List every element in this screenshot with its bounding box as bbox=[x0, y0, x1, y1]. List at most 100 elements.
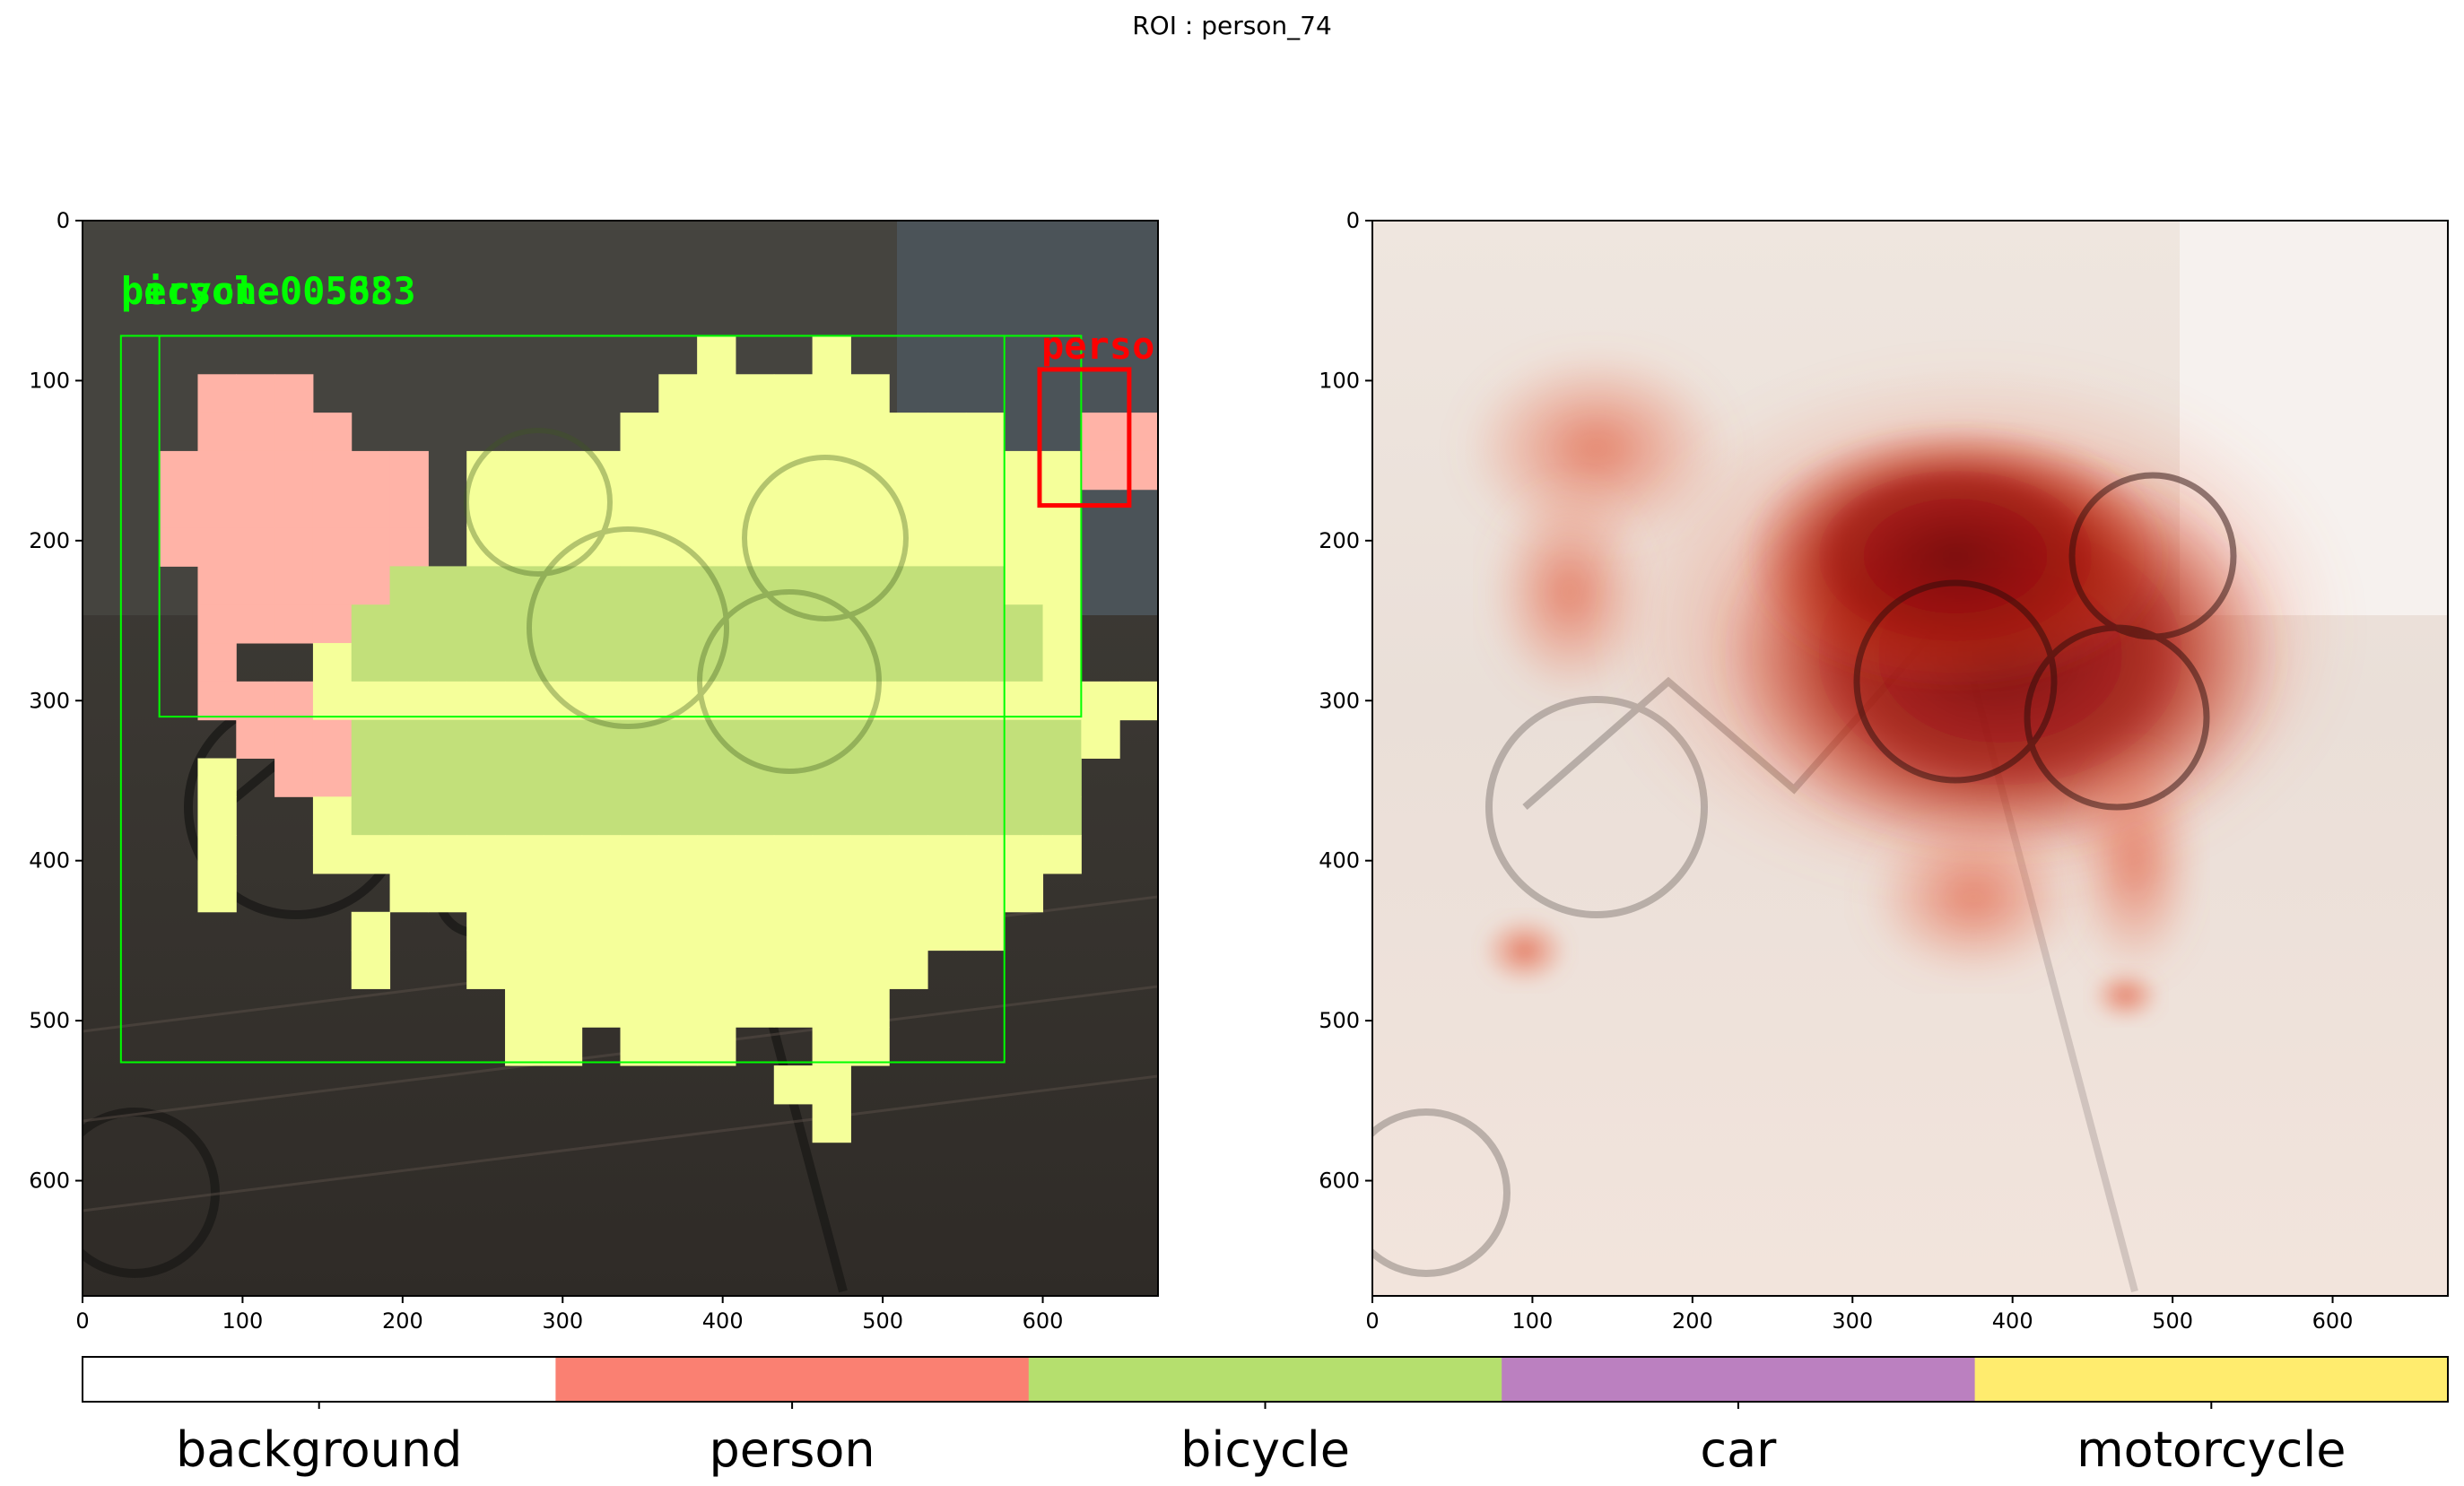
left-x-tick-label: 600 bbox=[1023, 1308, 1064, 1334]
segmentation-cell bbox=[581, 796, 621, 836]
segmentation-cell bbox=[466, 873, 506, 913]
segmentation-cell bbox=[543, 796, 583, 836]
segmentation-cell bbox=[428, 758, 467, 797]
segmentation-cell bbox=[1081, 450, 1120, 491]
segmentation-cell bbox=[965, 604, 1006, 644]
segmentation-cell bbox=[927, 911, 967, 952]
segmentation-cell bbox=[927, 835, 967, 874]
segmentation-cell bbox=[965, 873, 1006, 913]
segmentation-cell bbox=[351, 489, 391, 529]
segmentation-cell bbox=[543, 719, 583, 759]
segmentation-cell bbox=[581, 835, 621, 874]
segmentation-cell bbox=[197, 604, 237, 644]
segmentation-cell bbox=[543, 566, 583, 605]
segmentation-cell bbox=[812, 374, 851, 413]
segmentation-cell bbox=[236, 413, 275, 452]
segmentation-cell bbox=[735, 681, 775, 721]
segmentation-cell bbox=[581, 988, 621, 1028]
segmentation-cell bbox=[812, 681, 851, 721]
segmentation-cell bbox=[735, 950, 775, 989]
segmentation-cell bbox=[543, 489, 583, 529]
segmentation-cell bbox=[389, 604, 429, 644]
segmentation-cell bbox=[351, 835, 391, 874]
segmentation-cell bbox=[236, 527, 275, 567]
segmentation-cell bbox=[620, 719, 659, 759]
segmentation-cell bbox=[197, 527, 237, 567]
segmentation-cell bbox=[889, 796, 928, 836]
segmentation-cell bbox=[697, 604, 736, 644]
segmentation-cell bbox=[466, 450, 506, 491]
segmentation-cell bbox=[581, 527, 621, 567]
segmentation-cell bbox=[505, 796, 544, 836]
segmentation-cell bbox=[697, 489, 736, 529]
legend-label: person bbox=[710, 1421, 875, 1478]
segmentation-cell bbox=[543, 527, 583, 567]
segmentation-cell bbox=[620, 604, 659, 644]
legend-label: background bbox=[176, 1421, 462, 1478]
segmentation-cell bbox=[274, 527, 314, 567]
segmentation-cell bbox=[312, 681, 353, 721]
attention-heatmap bbox=[1462, 350, 2350, 1022]
segmentation-cell bbox=[735, 835, 775, 874]
legend-frame bbox=[82, 1356, 2449, 1403]
segmentation-cell bbox=[927, 489, 967, 529]
segmentation-cell bbox=[812, 527, 851, 567]
segmentation-cell bbox=[697, 335, 736, 375]
segmentation-cell bbox=[773, 450, 814, 491]
segmentation-cell bbox=[658, 950, 698, 989]
segmentation-cell bbox=[889, 911, 928, 952]
segmentation-cell bbox=[1004, 489, 1044, 529]
segmentation-cell bbox=[351, 796, 391, 836]
segmentation-cell bbox=[312, 604, 353, 644]
segmentation-cell bbox=[312, 835, 353, 874]
segmentation-cell bbox=[581, 450, 621, 491]
segmentation-cell bbox=[850, 873, 890, 913]
segmentation-cell bbox=[773, 911, 814, 952]
segmentation-cell bbox=[505, 566, 544, 605]
segmentation-cell bbox=[274, 604, 314, 644]
segmentation-cell bbox=[581, 719, 621, 759]
segmentation-cell bbox=[581, 873, 621, 913]
segmentation-cell bbox=[812, 988, 851, 1028]
segmentation-cell bbox=[197, 450, 237, 491]
segmentation-cell bbox=[927, 758, 967, 797]
segmentation-cell bbox=[581, 604, 621, 644]
segmentation-cell bbox=[658, 604, 698, 644]
class-legend-colorbar: background person bicycle car motorcycle bbox=[82, 1356, 2449, 1478]
segmentation-cell bbox=[812, 566, 851, 605]
segmentation-cell bbox=[658, 566, 698, 605]
segmentation-cell bbox=[543, 604, 583, 644]
segmentation-cell bbox=[389, 796, 429, 836]
left-y-tick-label: 0 bbox=[57, 208, 70, 233]
segmentation-cell bbox=[735, 911, 775, 952]
segmentation-cell bbox=[543, 758, 583, 797]
right-y-tick-label: 300 bbox=[1319, 688, 1360, 713]
segmentation-cell bbox=[697, 758, 736, 797]
segmentation-cell bbox=[197, 566, 237, 605]
segmentation-cell bbox=[658, 1027, 698, 1066]
segmentation-cell bbox=[620, 950, 659, 989]
segmentation-cell bbox=[236, 604, 275, 644]
segmentation-cell bbox=[850, 527, 890, 567]
segmentation-cell bbox=[274, 374, 314, 413]
segmentation-cell bbox=[236, 566, 275, 605]
segmentation-cell bbox=[1042, 758, 1082, 797]
segmentation-cell bbox=[543, 835, 583, 874]
segmentation-cell bbox=[620, 911, 659, 952]
segmentation-cell bbox=[620, 796, 659, 836]
segmentation-cell bbox=[543, 643, 583, 682]
segmentation-cell bbox=[850, 374, 890, 413]
segmentation-cell bbox=[850, 489, 890, 529]
right-y-tick-label: 100 bbox=[1319, 368, 1360, 393]
left-y-tick-label: 300 bbox=[29, 688, 70, 713]
segmentation-cell bbox=[927, 604, 967, 644]
segmentation-cell bbox=[505, 988, 544, 1028]
segmentation-cell bbox=[927, 566, 967, 605]
left-y-tick-label: 100 bbox=[29, 368, 70, 393]
segmentation-cell bbox=[927, 643, 967, 682]
segmentation-cell bbox=[428, 643, 467, 682]
segmentation-cell bbox=[620, 413, 659, 452]
